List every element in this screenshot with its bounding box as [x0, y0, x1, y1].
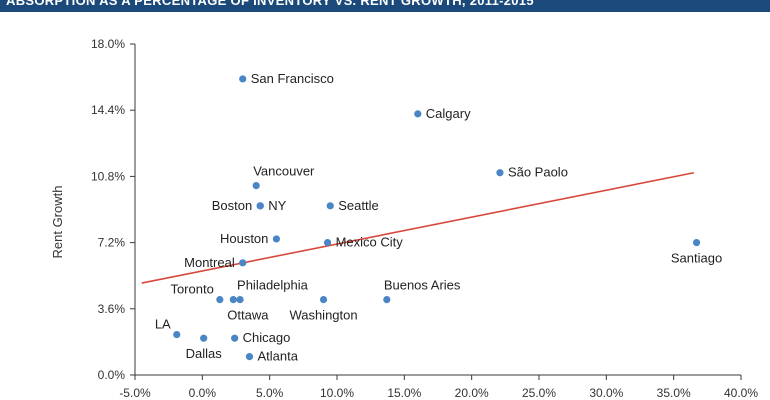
data-point — [245, 353, 254, 361]
x-tick-label: 25.0% — [522, 386, 556, 400]
data-point-label: Seattle — [338, 198, 378, 213]
y-axis-label: Rent Growth — [50, 186, 65, 259]
x-tick-label: -5.0% — [119, 386, 151, 400]
y-tick-label: 0.0% — [98, 368, 126, 382]
chart-title-banner: ABSORPTION AS A PERCENTAGE OF INVENTORY … — [0, 0, 770, 12]
data-point — [173, 330, 181, 339]
y-tick-label: 14.4% — [91, 103, 125, 117]
axes: 0.0% 3.6% 7.2% 10.8% 14.4% 18.0% -5.0% 0.0% 5.0%… — [91, 37, 758, 400]
x-tick-label: 35.0% — [657, 386, 691, 400]
data-point — [256, 202, 264, 210]
data-point — [414, 110, 422, 118]
chart-title: ABSORPTION AS A PERCENTAGE OF INVENTORY … — [6, 0, 534, 8]
data-point-label: LA — [155, 317, 171, 332]
data-point — [216, 296, 224, 304]
x-tick-label: 20.0% — [455, 386, 489, 400]
x-tick-label: 15.0% — [387, 386, 421, 400]
data-point-label: Buenos Aries — [384, 278, 461, 293]
data-point — [323, 239, 332, 247]
points-layer — [173, 75, 701, 361]
data-point-label: Atlanta — [257, 349, 298, 364]
data-point-label: Boston — [212, 198, 252, 213]
data-point — [319, 296, 328, 304]
y-tick-label: 3.6% — [98, 302, 126, 316]
data-point — [692, 239, 701, 247]
trendline — [141, 171, 695, 284]
y-tick-label: 7.2% — [98, 236, 126, 250]
data-point-label: Washington — [289, 308, 357, 323]
data-point-label: Mexico City — [336, 235, 404, 250]
data-point — [200, 334, 208, 342]
data-point-label: Chicago — [243, 330, 291, 345]
data-point-label: Santiago — [671, 251, 722, 266]
data-point — [272, 235, 280, 243]
x-tick-label: 30.0% — [589, 386, 623, 400]
trendline-layer — [141, 171, 695, 284]
x-tick-label: 40.0% — [724, 386, 758, 400]
x-tick-label: 5.0% — [256, 386, 284, 400]
data-point — [231, 334, 239, 342]
data-point — [496, 169, 504, 177]
x-tick-label: 10.0% — [320, 386, 354, 400]
data-point-label: Montreal — [184, 255, 235, 270]
data-point-label: Toronto — [170, 282, 213, 297]
point-labels-layer: San Francisco Calgary São Paolo Vancouver Bo… — [155, 71, 722, 364]
data-point — [383, 296, 391, 304]
data-point — [326, 202, 334, 210]
data-point-label: San Francisco — [251, 71, 334, 86]
data-point-label: Houston — [220, 231, 268, 246]
y-tick-label: 10.8% — [91, 169, 125, 183]
y-tick-label: 18.0% — [91, 37, 125, 51]
data-point-label: Ottawa — [227, 308, 269, 323]
data-point — [239, 259, 247, 267]
data-point — [229, 296, 237, 304]
data-point-label: Calgary — [426, 106, 471, 121]
data-point-label: NY — [268, 198, 286, 213]
data-point-label: São Paolo — [508, 165, 568, 180]
data-point-label: Vancouver — [253, 164, 315, 179]
x-tick-label: 0.0% — [189, 386, 217, 400]
data-point — [252, 181, 260, 190]
data-point — [239, 75, 247, 83]
data-point-label: Philadelphia — [237, 278, 309, 293]
data-point-label: Dallas — [186, 346, 223, 361]
data-point — [236, 296, 244, 304]
